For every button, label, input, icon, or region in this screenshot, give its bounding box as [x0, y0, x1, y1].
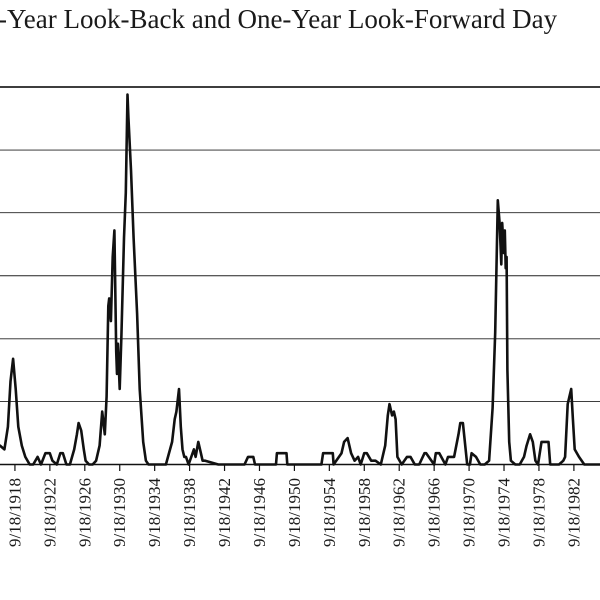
x-tick-label: 9/18/1954	[320, 478, 339, 547]
x-tick-label: 9/18/1926	[75, 478, 94, 547]
x-tick-label: 9/18/1966	[425, 478, 444, 547]
x-tick-label: 9/18/1938	[180, 478, 199, 547]
x-tick-label: 9/18/1970	[460, 478, 479, 547]
x-tick-label: 9/18/1946	[250, 478, 269, 547]
x-tick-label: 9/18/1918	[5, 478, 24, 547]
x-tick-label: 9/18/1982	[564, 478, 583, 547]
x-tick-label: 9/18/1958	[355, 478, 374, 547]
x-tick-label: 9/18/1942	[215, 478, 234, 547]
chart-title: -Year Look-Back and One-Year Look-Forwar…	[0, 4, 558, 34]
x-tick-label: 9/18/1934	[145, 478, 164, 547]
x-tick-label: 9/18/1930	[110, 478, 129, 547]
x-tick-label: 9/18/1974	[495, 478, 514, 547]
x-tick-label: 9/18/1950	[285, 478, 304, 547]
x-tick-label: 9/18/1962	[390, 478, 409, 547]
gridlines	[0, 86, 600, 402]
x-tick-label: 9/18/1922	[40, 478, 59, 547]
x-tick-labels: 9/18/1918 9/18/1922 9/18/1926 9/18/1930 9/18…	[5, 478, 583, 547]
x-ticks	[14, 464, 575, 471]
x-tick-label: 9/18/1978	[529, 478, 548, 547]
series-line	[0, 93, 600, 466]
